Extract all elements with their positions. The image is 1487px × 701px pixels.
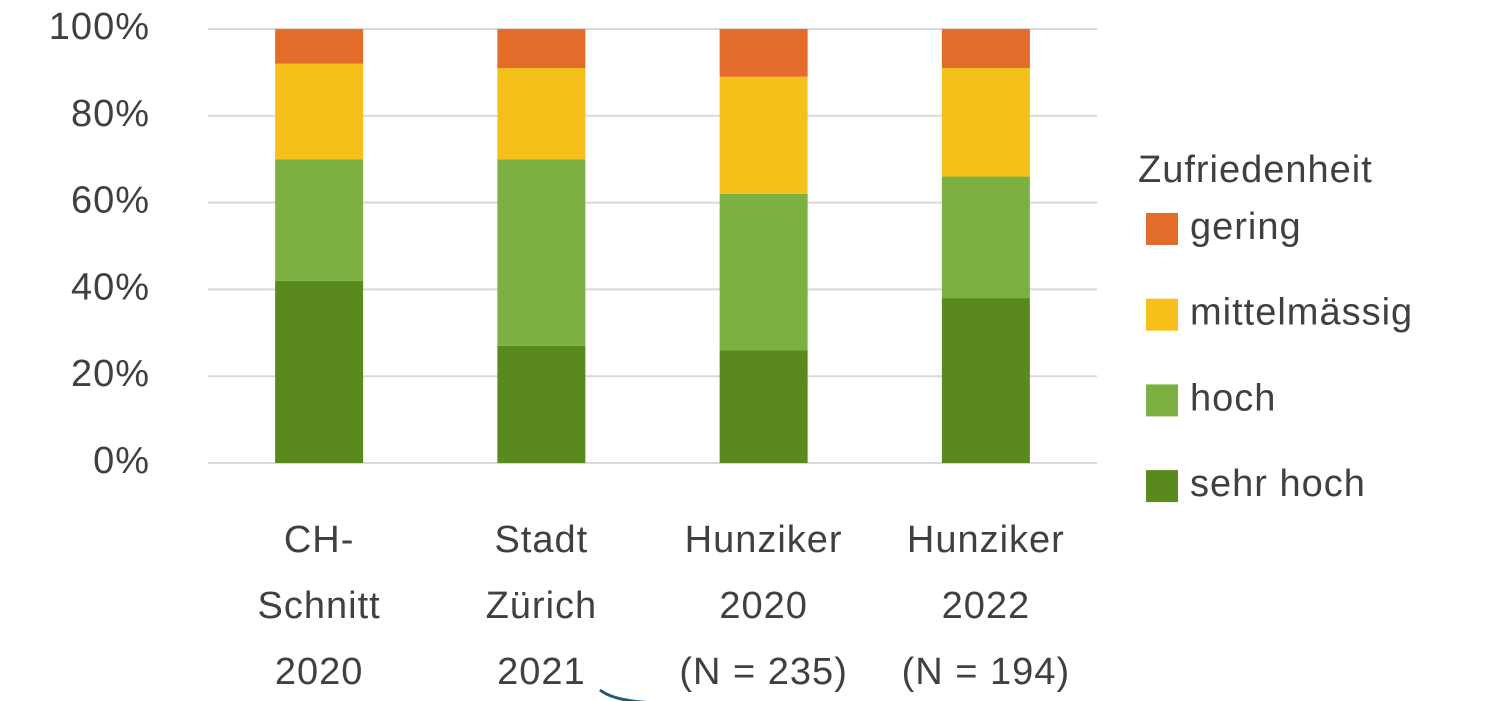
y-tick-label: 60%: [71, 180, 150, 222]
x-tick-label: 2020: [275, 651, 364, 693]
bar-segment: [941, 298, 1030, 463]
legend-swatch: [1146, 384, 1178, 417]
x-tick-label: Schnitt: [258, 585, 381, 627]
bar-segment: [497, 68, 586, 160]
bar-segment: [275, 29, 364, 64]
y-tick-label: 80%: [71, 93, 150, 135]
legend-title: Zufriedenheit: [1138, 149, 1373, 191]
x-tick-label: Stadt: [495, 519, 589, 561]
legend-label: gering: [1190, 206, 1302, 248]
legend-label: mittelmässig: [1190, 292, 1413, 334]
legend-swatch: [1146, 470, 1178, 503]
stray-stroke: [599, 688, 649, 701]
bar-segment: [497, 29, 586, 69]
legend-label: sehr hoch: [1190, 463, 1366, 505]
y-tick-label: 100%: [49, 6, 150, 48]
bar-segment: [941, 68, 1030, 177]
bar-segment: [497, 159, 586, 346]
bar-segment: [497, 345, 586, 463]
x-tick-label: 2021: [497, 651, 586, 693]
bar-segment: [719, 29, 808, 77]
x-tick-label: (N = 194): [902, 651, 1070, 693]
bar-segment: [719, 76, 808, 194]
x-tick-label: 2020: [719, 585, 808, 627]
legend-swatch: [1146, 213, 1178, 245]
x-tick-label: (N = 235): [679, 651, 847, 693]
bar-segment: [719, 350, 808, 463]
y-tick-label: 20%: [71, 353, 150, 395]
x-tick-label: 2022: [942, 585, 1031, 627]
bar-segment: [275, 63, 364, 160]
x-tick-label: Hunziker: [685, 519, 843, 561]
bar-segment: [275, 159, 364, 281]
bar-segment: [941, 29, 1030, 69]
x-tick-label: CH-: [284, 519, 355, 561]
y-tick-label: 40%: [71, 266, 150, 308]
x-tick-label: Hunziker: [907, 519, 1065, 561]
bar-segment: [719, 193, 808, 351]
bar-segment: [275, 280, 364, 463]
legend-label: hoch: [1190, 377, 1276, 419]
legend-swatch: [1146, 298, 1178, 331]
x-tick-label: Zürich: [486, 585, 598, 627]
bar-segment: [941, 176, 1030, 299]
y-tick-label: 0%: [93, 440, 150, 482]
